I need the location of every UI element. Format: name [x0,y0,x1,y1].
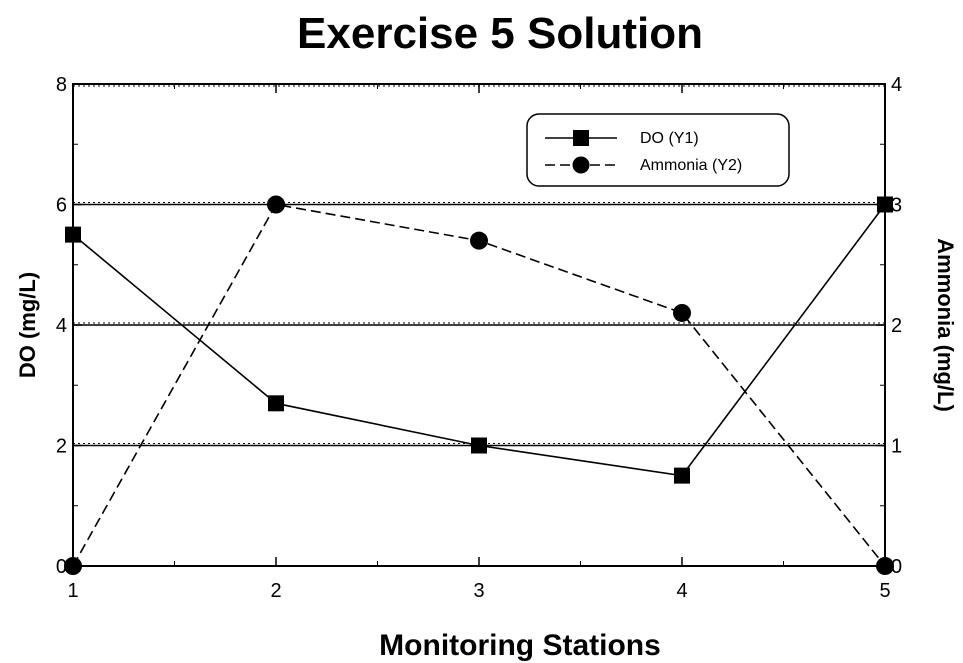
y-tick-label: 6 [56,195,67,217]
data-point-do [471,437,487,454]
legend-label-do: DO (Y1) [640,130,699,147]
y-tick-label: 4 [56,315,67,337]
x-tick-label: 5 [879,580,890,602]
data-point-ammonia [64,557,82,575]
data-point-ammonia [673,303,691,322]
x-tick-label: 3 [473,580,484,602]
data-point-do [65,226,81,243]
legend-square-marker [573,130,589,146]
data-point-ammonia [267,195,285,214]
y2-axis-label: Ammonia (mg/L) [933,238,958,412]
legend: DO (Y1) Ammonia (Y2) [526,113,790,187]
series [64,195,894,575]
y2-tick-label: 4 [891,74,902,96]
y2-tick-label: 1 [891,436,902,458]
data-point-do [877,196,893,213]
legend-box [526,113,790,187]
x-tick-label: 2 [270,580,281,602]
y-axis-label: DO (mg/L) [15,272,40,378]
chart-title: Exercise 5 Solution [297,9,703,58]
series-line-ammonia [72,203,886,567]
data-point-ammonia [876,557,894,575]
y2-tick-label: 2 [891,315,902,337]
x-tick-label: 4 [676,580,687,602]
y-tick-label: 2 [56,436,67,458]
x-tick-label: 1 [67,580,78,602]
data-point-do [674,467,690,484]
y2-tick-label: 0 [891,556,902,578]
y-tick-label: 0 [56,556,67,578]
y-tick-label: 8 [56,74,67,96]
data-point-ammonia [470,231,488,250]
x-axis-label: Monitoring Stations [379,629,661,662]
legend-label-ammonia: Ammonia (Y2) [640,157,742,174]
legend-circle-marker [572,156,590,174]
y2-tick-label: 3 [891,195,902,217]
data-point-do [268,395,284,412]
